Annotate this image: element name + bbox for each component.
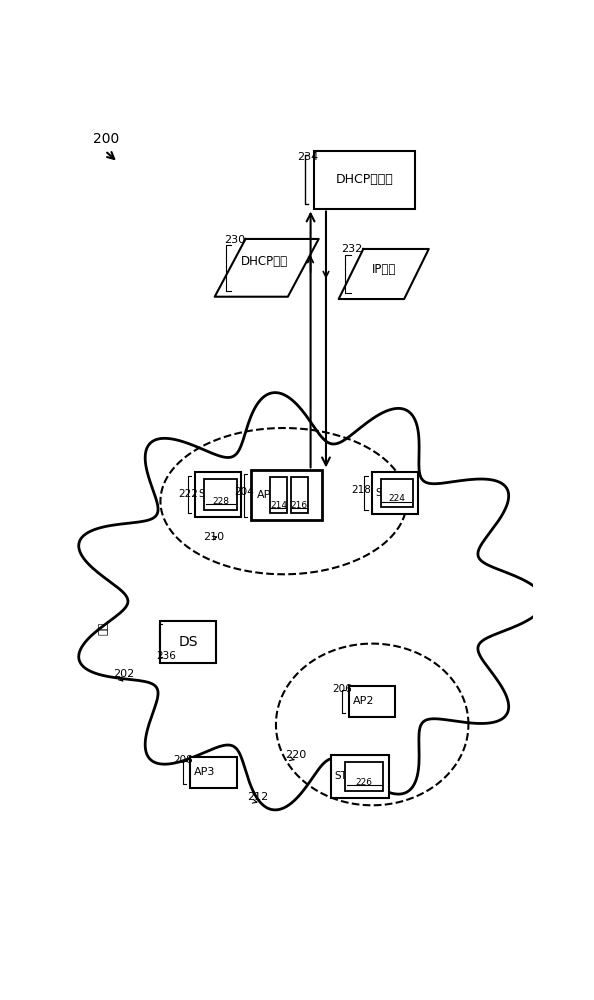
Bar xyxy=(349,686,395,717)
Bar xyxy=(160,620,216,663)
Text: 216: 216 xyxy=(291,501,308,510)
Text: 232: 232 xyxy=(342,244,362,254)
Text: 220: 220 xyxy=(285,750,307,760)
Text: 204: 204 xyxy=(235,487,254,497)
Bar xyxy=(372,472,418,514)
Text: 200: 200 xyxy=(93,132,119,146)
Text: DHCP请求: DHCP请求 xyxy=(241,255,288,268)
Text: 228: 228 xyxy=(212,497,229,506)
Bar xyxy=(204,479,236,510)
Text: DS: DS xyxy=(178,635,198,649)
Text: 206: 206 xyxy=(332,684,352,694)
Text: AP3: AP3 xyxy=(194,767,215,777)
Text: 208: 208 xyxy=(173,755,192,765)
Text: AP1: AP1 xyxy=(257,490,278,500)
Text: 214: 214 xyxy=(270,501,287,510)
Text: 202: 202 xyxy=(113,669,134,679)
Polygon shape xyxy=(214,239,318,297)
Text: DHCP服务器: DHCP服务器 xyxy=(336,173,393,186)
Text: 226: 226 xyxy=(356,778,372,787)
Bar xyxy=(290,477,308,513)
Bar xyxy=(314,151,415,209)
Text: 210: 210 xyxy=(203,532,224,542)
Text: STA3: STA3 xyxy=(198,489,224,499)
Bar xyxy=(251,470,322,520)
Bar xyxy=(270,477,287,513)
Polygon shape xyxy=(339,249,429,299)
Text: STA2: STA2 xyxy=(334,771,361,781)
Text: 子网: 子网 xyxy=(99,622,109,635)
Text: 212: 212 xyxy=(247,792,268,802)
Bar xyxy=(345,762,383,791)
Text: AP2: AP2 xyxy=(353,696,374,706)
Bar xyxy=(195,472,241,517)
Bar xyxy=(381,479,413,507)
Text: 230: 230 xyxy=(225,235,245,245)
Text: 224: 224 xyxy=(388,494,405,503)
Polygon shape xyxy=(79,393,544,810)
Bar xyxy=(189,757,238,788)
Bar xyxy=(331,755,389,798)
Text: 218: 218 xyxy=(352,485,371,495)
Text: IP地址: IP地址 xyxy=(372,263,396,276)
Text: STA1: STA1 xyxy=(375,488,401,498)
Text: 236: 236 xyxy=(157,651,176,661)
Text: 234: 234 xyxy=(298,152,319,162)
Text: 222: 222 xyxy=(178,489,198,499)
